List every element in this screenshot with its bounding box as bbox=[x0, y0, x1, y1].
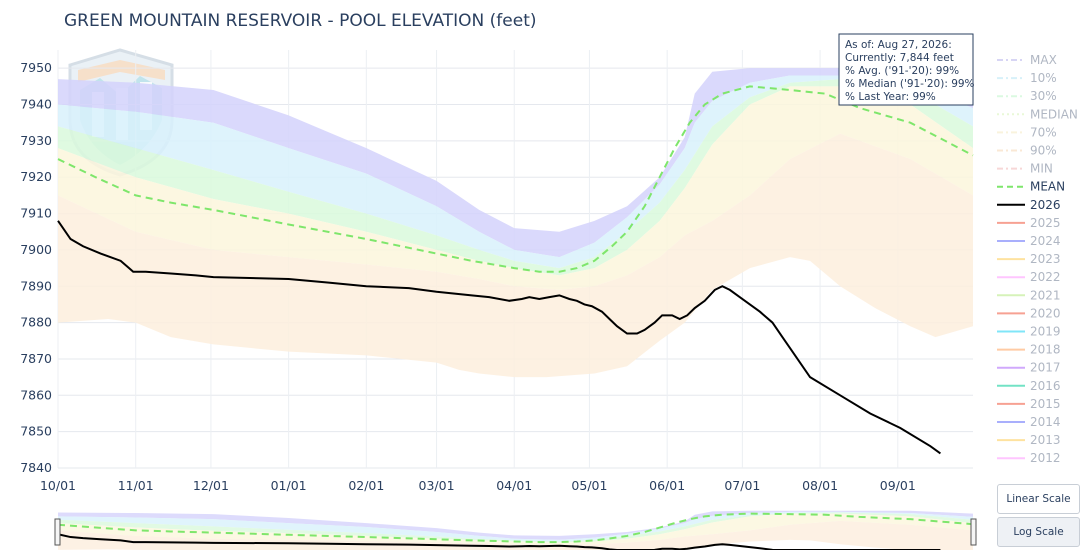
legend-item-max[interactable]: MAX bbox=[997, 53, 1057, 67]
x-tick-label: 08/01 bbox=[802, 478, 838, 493]
legend-label: 2018 bbox=[1030, 343, 1061, 357]
legend-label: MAX bbox=[1030, 53, 1057, 67]
legend-label: 2025 bbox=[1030, 216, 1061, 230]
x-tick-label: 02/01 bbox=[348, 478, 384, 493]
annotation-line: % Avg. ('91-'20): 99% bbox=[845, 65, 959, 77]
legend-label: 90% bbox=[1030, 144, 1057, 158]
y-tick-label: 7910 bbox=[20, 206, 52, 221]
series-line-2026 bbox=[57, 220, 941, 455]
legend-item-2021[interactable]: 2021 bbox=[997, 288, 1061, 302]
legend-item-2014[interactable]: 2014 bbox=[997, 415, 1061, 429]
legend-item-min[interactable]: MIN bbox=[997, 162, 1053, 176]
legend-item-2019[interactable]: 2019 bbox=[997, 325, 1061, 339]
x-tick-label: 03/01 bbox=[419, 478, 455, 493]
y-tick-label: 7920 bbox=[20, 169, 52, 184]
legend-item-2023[interactable]: 2023 bbox=[997, 252, 1061, 266]
legend-label: 2023 bbox=[1030, 252, 1061, 266]
x-tick-label: 06/01 bbox=[649, 478, 685, 493]
legend-label: 2021 bbox=[1030, 288, 1061, 302]
legend-item-2017[interactable]: 2017 bbox=[997, 361, 1061, 375]
legend-item-10%[interactable]: 10% bbox=[997, 71, 1057, 85]
legend-item-2026[interactable]: 2026 bbox=[997, 198, 1061, 212]
x-tick-label: 12/01 bbox=[193, 478, 229, 493]
band-70pct bbox=[58, 86, 973, 290]
legend-item-2013[interactable]: 2013 bbox=[997, 433, 1061, 447]
legend-item-2025[interactable]: 2025 bbox=[997, 216, 1061, 230]
legend-label: 2024 bbox=[1030, 234, 1061, 248]
y-tick-label: 7840 bbox=[20, 460, 52, 475]
mini-band bbox=[58, 513, 973, 545]
x-tick-label: 01/01 bbox=[271, 478, 307, 493]
legend-item-2012[interactable]: 2012 bbox=[997, 451, 1061, 465]
legend-label: 2014 bbox=[1030, 415, 1061, 429]
y-tick-label: 7870 bbox=[20, 351, 52, 366]
mini-series-line bbox=[57, 512, 974, 544]
mini-series-line bbox=[57, 533, 941, 550]
band-30pct bbox=[58, 75, 973, 269]
legend: MAX 10% 30% MEDIAN 70% 90% MIN MEAN 2026 2025 2024… bbox=[997, 53, 1078, 465]
y-axis: 7840 7850 7860 7870 7880 7890 7900 7910 7920 7930… bbox=[20, 60, 52, 475]
status-annotation: As of: Aug 27, 2026: Currently: 7,844 fe… bbox=[838, 33, 975, 106]
legend-item-2018[interactable]: 2018 bbox=[997, 343, 1061, 357]
legend-label: 2015 bbox=[1030, 397, 1061, 411]
legend-label: 2026 bbox=[1030, 198, 1061, 212]
legend-label: MEAN bbox=[1030, 180, 1065, 194]
legend-label: 70% bbox=[1030, 125, 1057, 139]
legend-item-2015[interactable]: 2015 bbox=[997, 397, 1061, 411]
legend-item-2024[interactable]: 2024 bbox=[997, 234, 1061, 248]
x-tick-label: 09/01 bbox=[880, 478, 916, 493]
legend-label: MEDIAN bbox=[1030, 107, 1078, 121]
x-axis: 10/01 11/01 12/01 01/01 02/01 03/01 04/01 05/01… bbox=[40, 478, 916, 493]
legend-label: 30% bbox=[1030, 89, 1057, 103]
legend-label: 2012 bbox=[1030, 451, 1061, 465]
legend-label: 2019 bbox=[1030, 325, 1061, 339]
legend-item-median[interactable]: MEDIAN bbox=[997, 107, 1078, 121]
legend-label: 2016 bbox=[1030, 379, 1061, 393]
series-lines bbox=[57, 85, 974, 455]
x-tick-label: 04/01 bbox=[496, 478, 532, 493]
range-slider[interactable] bbox=[54, 510, 977, 550]
band-10pct bbox=[58, 68, 973, 258]
log-scale-button[interactable]: Log Scale bbox=[997, 517, 1080, 547]
legend-label: 2017 bbox=[1030, 361, 1061, 375]
chart-title: GREEN MOUNTAIN RESERVOIR - POOL ELEVATIO… bbox=[64, 11, 537, 31]
x-tick-label: 11/01 bbox=[118, 478, 154, 493]
y-tick-label: 7940 bbox=[20, 97, 52, 112]
x-tick-label: 05/01 bbox=[571, 478, 607, 493]
annotation-line: As of: Aug 27, 2026: bbox=[845, 39, 952, 51]
series-line-mean bbox=[57, 85, 974, 273]
legend-item-90%[interactable]: 90% bbox=[997, 144, 1057, 158]
linear-scale-button[interactable]: Linear Scale bbox=[997, 484, 1080, 514]
annotation-line: Currently: 7,844 feet bbox=[845, 52, 954, 64]
legend-label: 2022 bbox=[1030, 270, 1061, 284]
legend-label: MIN bbox=[1030, 162, 1053, 176]
y-tick-label: 7880 bbox=[20, 315, 52, 330]
y-tick-label: 7860 bbox=[20, 387, 52, 402]
legend-label: 10% bbox=[1030, 71, 1057, 85]
y-tick-label: 7890 bbox=[20, 278, 52, 293]
y-tick-label: 7850 bbox=[20, 424, 52, 439]
percentile-bands bbox=[58, 68, 973, 378]
range-slider-left-handle[interactable] bbox=[54, 518, 61, 546]
mini-band bbox=[58, 511, 973, 542]
range-slider-right-handle[interactable] bbox=[970, 518, 977, 546]
y-tick-label: 7900 bbox=[20, 242, 52, 257]
annotation-line: % Last Year: 99% bbox=[845, 91, 936, 103]
band-min bbox=[58, 133, 973, 378]
legend-label: 2020 bbox=[1030, 306, 1061, 320]
legend-item-mean[interactable]: MEAN bbox=[997, 180, 1065, 194]
mini-band bbox=[58, 510, 973, 540]
annotation-line: % Median ('91-'20): 99% bbox=[845, 78, 975, 90]
y-tick-label: 7950 bbox=[20, 60, 52, 75]
x-tick-label: 10/01 bbox=[40, 478, 76, 493]
legend-item-2022[interactable]: 2022 bbox=[997, 270, 1061, 284]
legend-item-2016[interactable]: 2016 bbox=[997, 379, 1061, 393]
legend-item-30%[interactable]: 30% bbox=[997, 89, 1057, 103]
legend-item-2020[interactable]: 2020 bbox=[997, 306, 1061, 320]
y-tick-label: 7930 bbox=[20, 133, 52, 148]
legend-item-70%[interactable]: 70% bbox=[997, 125, 1057, 139]
legend-label: 2013 bbox=[1030, 433, 1061, 447]
x-tick-label: 07/01 bbox=[724, 478, 760, 493]
